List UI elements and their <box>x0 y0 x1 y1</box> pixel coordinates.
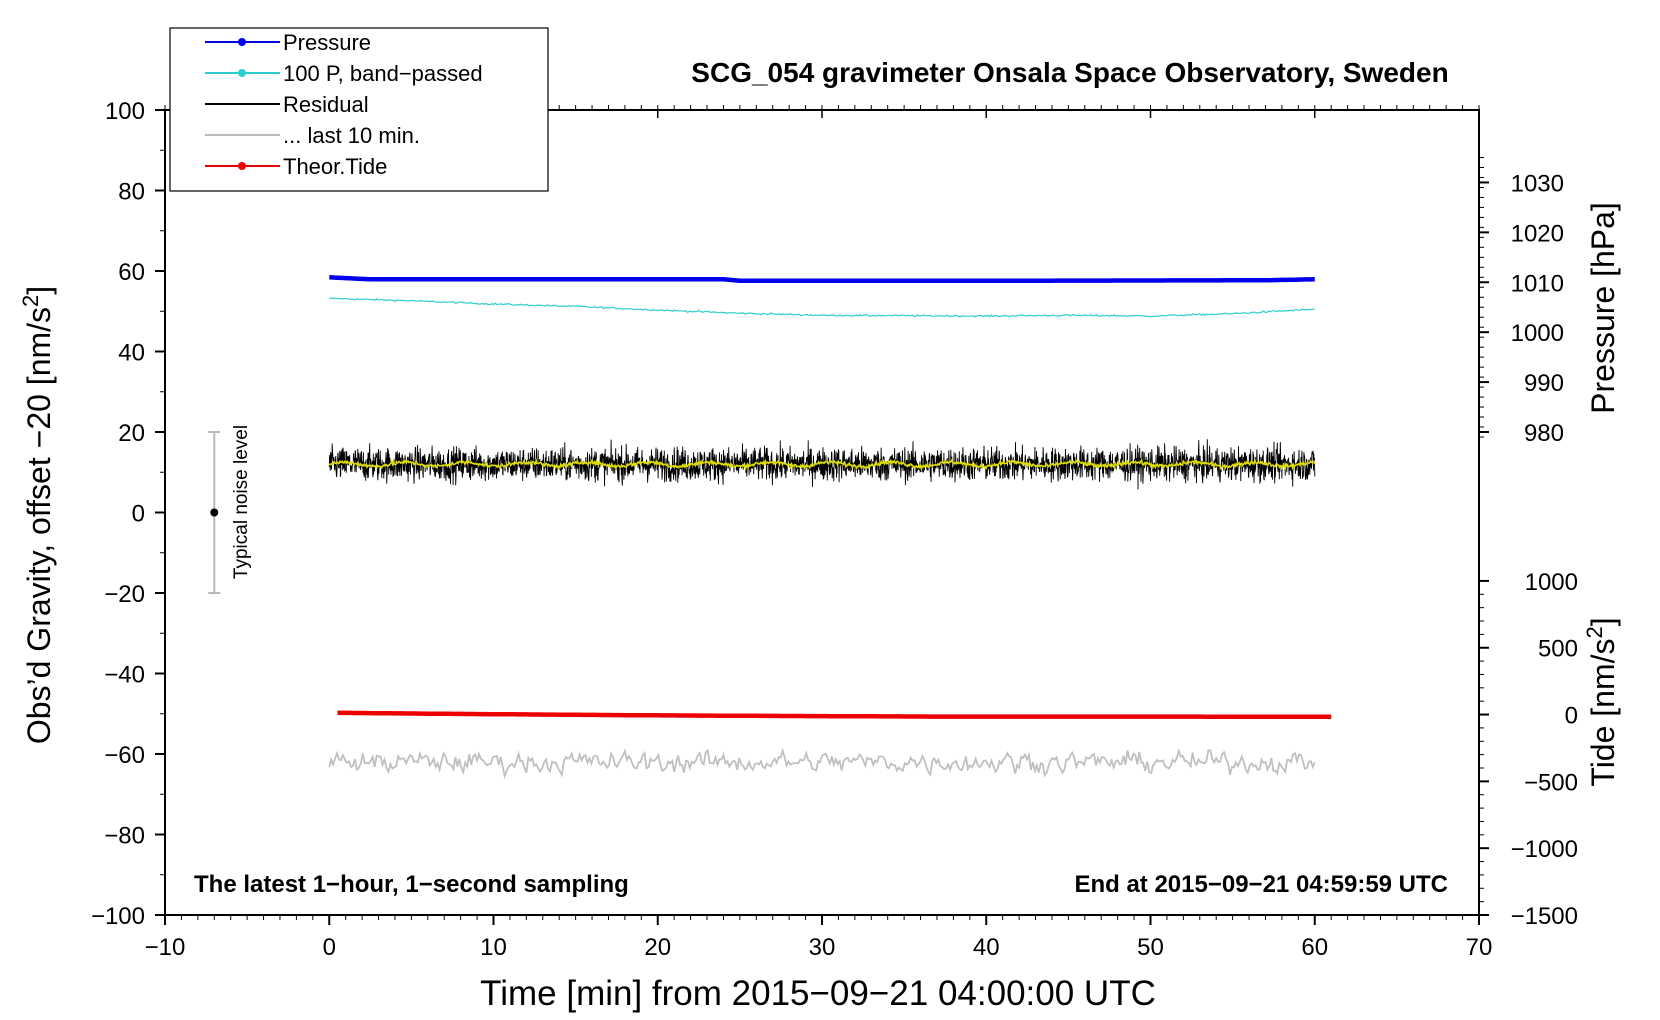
series-last-10-min <box>328 457 1316 472</box>
pressure-tick-label: 1000 <box>1511 320 1564 347</box>
x-tick-label: 20 <box>644 934 671 961</box>
legend-marker-theor-tide <box>238 162 246 170</box>
x-tick-label: 0 <box>323 934 336 961</box>
y-tick-label: 40 <box>118 340 145 367</box>
y-tick-label: −20 <box>104 581 145 608</box>
legend-label-last-10-min: ... last 10 min. <box>283 123 420 148</box>
legend-label-100-p-band-passed: 100 P, band−passed <box>283 61 483 86</box>
series-100-p-band-passed <box>329 297 1315 318</box>
y-tick-label: −60 <box>104 742 145 769</box>
y-tick-label: −100 <box>91 903 145 930</box>
pressure-tick-label: 990 <box>1524 370 1564 397</box>
series-theor-tide <box>337 710 1332 719</box>
legend-label-theor-tide: Theor.Tide <box>283 154 387 179</box>
y-axis-label: Obs’d Gravity, offset −20 [nm/s2] <box>18 286 57 744</box>
tide-tick-label: −1500 <box>1511 903 1578 930</box>
pressure-tick-label: 980 <box>1524 420 1564 447</box>
legend-box <box>169 27 549 192</box>
x-tick-label: 60 <box>1301 934 1328 961</box>
y-tick-label: 0 <box>132 501 145 528</box>
tide-axis-label: Tide [nm/s2] <box>1582 617 1621 786</box>
chart-title: SCG_054 gravimeter Onsala Space Observat… <box>691 57 1448 88</box>
y-tick-label: −40 <box>104 662 145 689</box>
pressure-tick-label: 1020 <box>1511 220 1564 247</box>
y-axis-label-main: Obs’d Gravity, offset −20 [nm/s <box>21 307 57 744</box>
tide-axis-label-main: Tide [nm/s <box>1585 638 1621 786</box>
tide-axis-label-end: ] <box>1585 617 1621 626</box>
tide-tick-label: 500 <box>1538 636 1578 663</box>
legend-label-pressure: Pressure <box>283 30 371 55</box>
noise-bar-label: Typical noise level <box>231 425 252 579</box>
axes: −10 0 10 20 30 40 50 60 70−100−80−60−40−20020406… <box>91 98 1578 961</box>
x-tick-label: 40 <box>973 934 1000 961</box>
y-axis-label-sup: 2 <box>18 295 43 307</box>
tide-tick-label: 0 <box>1565 703 1578 730</box>
tide-axis-label-sup: 2 <box>1582 626 1607 638</box>
plot-area <box>208 275 1332 780</box>
x-axis-label: Time [min] from 2015−09−21 04:00:00 UTC <box>480 974 1156 1013</box>
y-tick-label: 60 <box>118 259 145 286</box>
legend-label-residual: Residual <box>283 92 369 117</box>
tide-tick-label: −1000 <box>1511 836 1578 863</box>
x-tick-label: −10 <box>145 934 186 961</box>
tide-tick-label: 1000 <box>1525 569 1578 596</box>
x-tick-label: 10 <box>480 934 507 961</box>
y-axis-label-end: ] <box>21 286 57 295</box>
series-residual <box>328 439 1316 490</box>
pressure-tick-label: 1030 <box>1511 170 1564 197</box>
sampling-annotation: The latest 1−hour, 1−second sampling <box>194 871 629 898</box>
pressure-tick-label: 1010 <box>1511 270 1564 297</box>
legend-marker-pressure <box>238 38 246 46</box>
legend: Pressure 100 P, band−passed Residual ... la… <box>169 27 549 192</box>
series-typical-noise-example <box>328 747 1316 780</box>
x-tick-label: 50 <box>1137 934 1164 961</box>
legend-marker-100-p-band-passed <box>238 69 246 77</box>
pressure-axis-label: Pressure [hPa] <box>1585 202 1621 414</box>
series-pressure <box>329 275 1315 284</box>
x-tick-label: 70 <box>1466 934 1493 961</box>
y-tick-label: 100 <box>105 98 145 125</box>
y-tick-label: −80 <box>104 823 145 850</box>
tide-tick-label: −500 <box>1524 769 1578 796</box>
y-tick-label: 20 <box>118 420 145 447</box>
noise-bar-center-point <box>210 508 219 517</box>
end-time-annotation: End at 2015−09−21 04:59:59 UTC <box>1074 871 1448 898</box>
y-tick-label: 80 <box>118 179 145 206</box>
x-tick-label: 30 <box>809 934 836 961</box>
